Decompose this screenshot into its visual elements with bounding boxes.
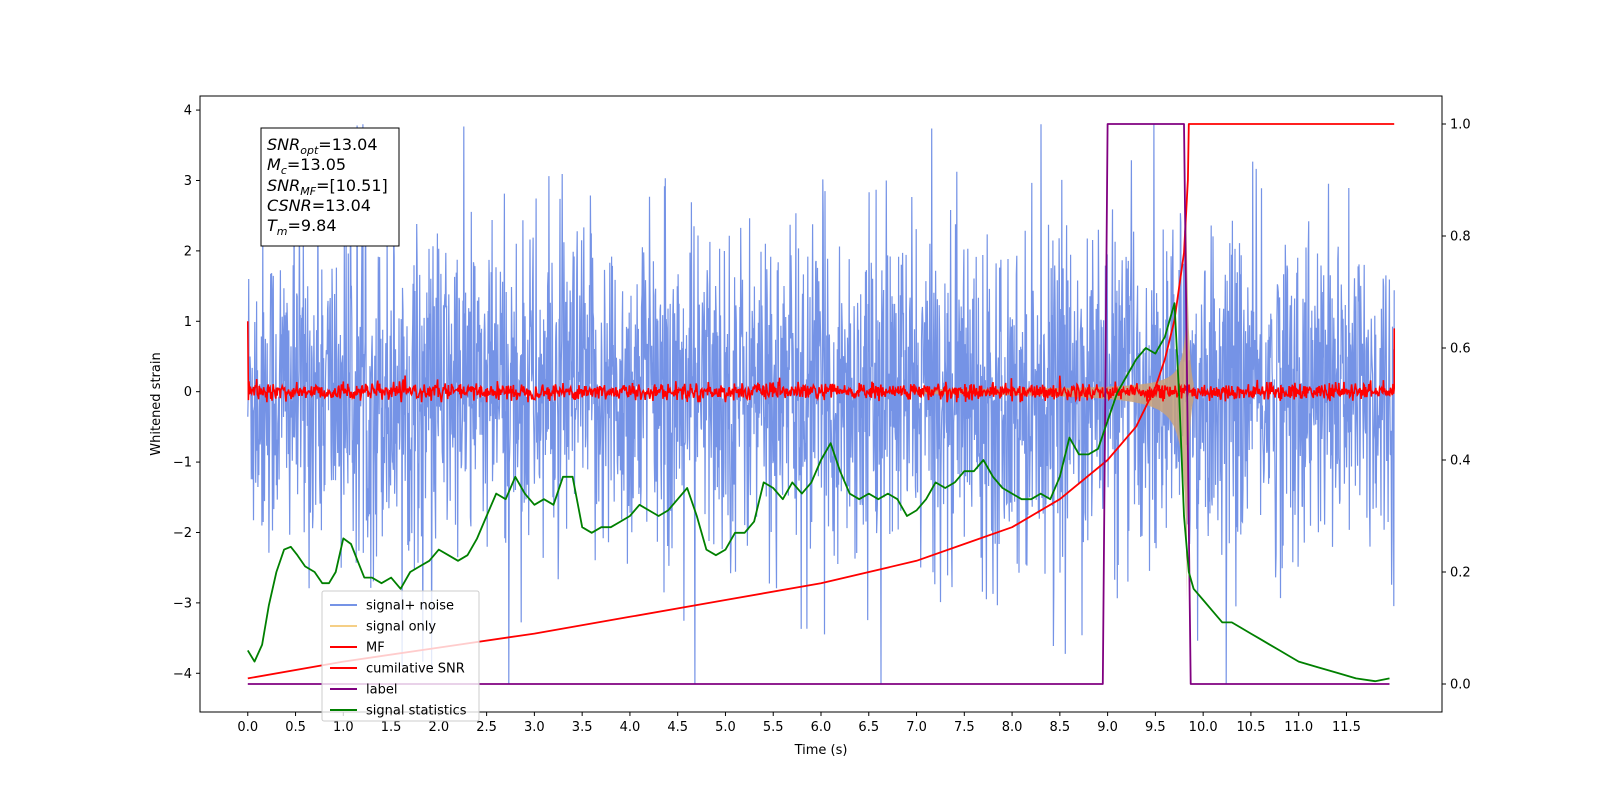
- x-tick-label: 1.5: [381, 720, 402, 735]
- x-tick-label: 9.0: [1097, 720, 1118, 735]
- mc-symbol: M: [267, 155, 281, 174]
- y-tick-label: −4: [173, 667, 192, 682]
- x-tick-label: 2.0: [429, 720, 450, 735]
- csnr-symbol: CSNR: [267, 196, 312, 215]
- x-tick-label: 11.0: [1284, 720, 1313, 735]
- y-tick-label: −2: [173, 526, 192, 541]
- x-tick-label: 0.5: [285, 720, 306, 735]
- x-tick-label: 10.5: [1236, 720, 1265, 735]
- y-tick-label: −3: [173, 596, 192, 611]
- tm-value: =9.84: [288, 216, 337, 235]
- legend: signal+ noise signal only MF cumilative SNR…: [321, 590, 480, 722]
- y-tick-label: 0: [184, 385, 192, 400]
- x-tick-label: 9.5: [1145, 720, 1166, 735]
- csnr-value: =13.04: [312, 196, 371, 215]
- annotation-box: SNRopt=13.04 Mc=13.05 SNRMF=[10.51] CSNR…: [260, 127, 400, 247]
- tm-subscript: m: [277, 225, 288, 238]
- tm-symbol: T: [267, 216, 278, 235]
- svg-text:SNRMF=[10.51]: SNRMF=[10.51]: [267, 176, 388, 198]
- x-tick-label: 7.5: [954, 720, 975, 735]
- y2-tick-label: 0.2: [1450, 566, 1471, 581]
- x-tick-label: 11.5: [1332, 720, 1361, 735]
- x-tick-label: 3.0: [524, 720, 545, 735]
- svg-text:Mc=13.05: Mc=13.05: [267, 155, 346, 177]
- y-tick-label: 2: [184, 244, 192, 259]
- x-tick-label: 10.0: [1189, 720, 1218, 735]
- y2-tick-label: 1.0: [1450, 118, 1471, 133]
- series-signal-noise: [247, 124, 1395, 684]
- y-axis-label: Whitened strain: [149, 352, 164, 455]
- y-tick-label: 3: [184, 174, 192, 189]
- y2-tick-label: 0.6: [1450, 342, 1471, 357]
- y-tick-label: −1: [173, 456, 192, 471]
- snr-mf-value: =[10.51]: [316, 176, 388, 195]
- mc-subscript: c: [281, 164, 287, 177]
- x-tick-label: 6.5: [858, 720, 879, 735]
- y2-tick-label: 0.0: [1450, 678, 1471, 693]
- legend-label: signal statistics: [366, 704, 467, 719]
- series-cumulative-snr: [247, 123, 1395, 680]
- series-signal-statistics: [247, 302, 1390, 683]
- snr-opt-subscript: opt: [300, 144, 319, 157]
- x-tick-label: 7.0: [906, 720, 927, 735]
- svg-text:CSNR=13.04: CSNR=13.04: [267, 196, 371, 215]
- x-tick-label: 8.0: [1002, 720, 1023, 735]
- x-tick-label: 4.5: [667, 720, 688, 735]
- legend-label: signal+ noise: [366, 599, 454, 614]
- y2-tick-label: 0.4: [1450, 454, 1471, 469]
- snr-opt-symbol: SNR: [267, 135, 300, 154]
- snr-mf-subscript: MF: [300, 185, 316, 198]
- legend-label: cumilative SNR: [366, 662, 465, 677]
- x-tick-label: 3.5: [572, 720, 593, 735]
- x-tick-label: 8.5: [1050, 720, 1071, 735]
- x-tick-label: 6.0: [811, 720, 832, 735]
- legend-label: MF: [366, 641, 385, 656]
- x-tick-label: 5.5: [763, 720, 784, 735]
- legend-label: label: [366, 683, 397, 698]
- x-tick-label: 0.0: [237, 720, 258, 735]
- y-tick-label: 1: [184, 315, 192, 330]
- mc-value: =13.05: [287, 155, 346, 174]
- snr-mf-symbol: SNR: [267, 176, 300, 195]
- y2-tick-label: 0.8: [1450, 230, 1471, 245]
- y-tick-label: 4: [184, 104, 192, 119]
- x-tick-label: 2.5: [476, 720, 497, 735]
- snr-opt-value: =13.04: [318, 135, 377, 154]
- x-tick-label: 5.0: [715, 720, 736, 735]
- series-mf: [246, 321, 1396, 403]
- x-tick-label: 1.0: [333, 720, 354, 735]
- svg-text:Tm=9.84: Tm=9.84: [267, 216, 337, 238]
- series-label: [247, 123, 1390, 685]
- svg-text:SNRopt=13.04: SNRopt=13.04: [267, 135, 378, 157]
- x-tick-label: 4.0: [620, 720, 641, 735]
- x-axis-label: Time (s): [794, 743, 848, 758]
- legend-label: signal only: [366, 620, 436, 635]
